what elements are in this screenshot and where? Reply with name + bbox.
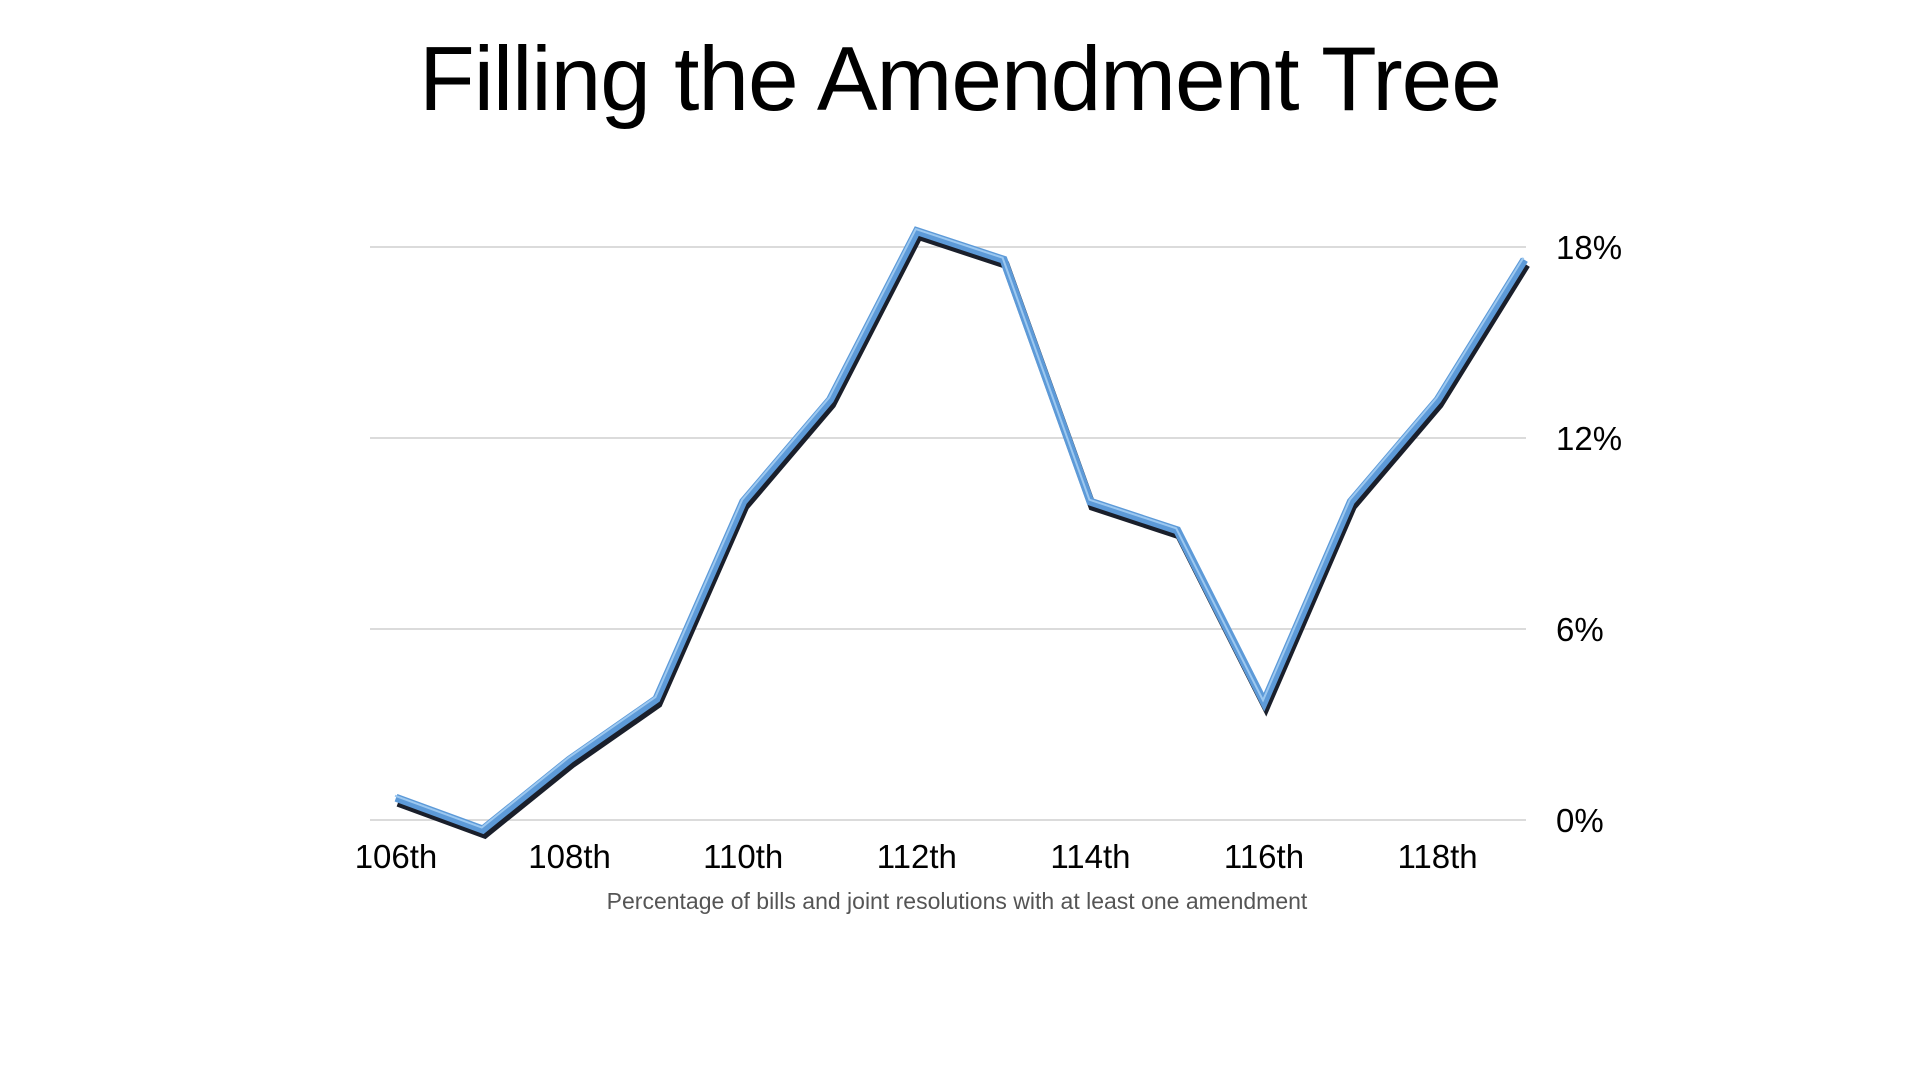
x-tick-label: 108th: [528, 838, 611, 875]
chart-caption: Percentage of bills and joint resolution…: [607, 888, 1308, 914]
series-line-highlight: [394, 227, 1525, 829]
data-point-113th: [1001, 257, 1007, 263]
x-tick-label: 116th: [1224, 838, 1304, 875]
y-tick-label: 6%: [1556, 611, 1604, 648]
x-tick-label: 106th: [355, 838, 438, 875]
data-point-109th: [653, 696, 659, 702]
data-point-110th: [740, 499, 746, 505]
x-tick-label: 114th: [1050, 838, 1130, 875]
grid-lines: [370, 246, 1526, 821]
series-line: [394, 226, 1528, 835]
x-axis-tick-labels: 106th 108th 110th 112th 114th 116th 118th: [355, 838, 1478, 875]
data-point-119th: [1521, 257, 1527, 263]
data-point-108th: [567, 757, 573, 763]
data-point-111th: [827, 397, 833, 403]
y-tick-label: 18%: [1556, 229, 1622, 266]
data-series: [393, 226, 1530, 840]
y-tick-label: 0%: [1556, 802, 1604, 839]
data-point-117th: [1348, 499, 1354, 505]
data-point-112th: [914, 228, 920, 234]
data-point-115th: [1174, 527, 1180, 533]
chart-title: Filling the Amendment Tree: [419, 29, 1502, 130]
series-line-shadow: [396, 231, 1530, 840]
y-tick-label: 12%: [1556, 420, 1622, 457]
data-point-107th: [480, 827, 486, 833]
x-tick-label: 112th: [877, 838, 957, 875]
data-point-106th: [393, 795, 399, 801]
data-point-114th: [1087, 499, 1093, 505]
data-point-116th: [1261, 699, 1267, 705]
data-point-118th: [1435, 397, 1441, 403]
x-tick-label: 110th: [703, 838, 783, 875]
x-tick-label: 118th: [1398, 838, 1478, 875]
y-axis-tick-labels: 0% 6% 12% 18%: [1556, 229, 1622, 839]
